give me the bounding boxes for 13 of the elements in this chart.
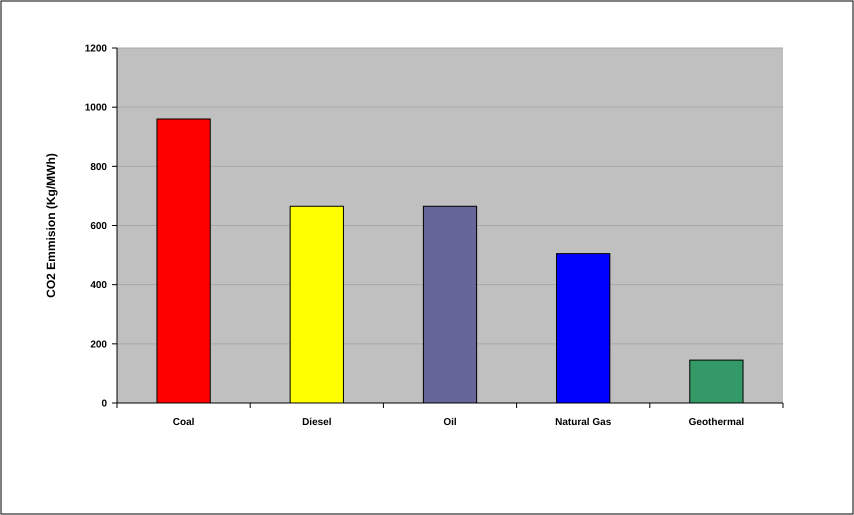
x-tick-label: Diesel: [302, 417, 332, 428]
y-tick-label: 600: [90, 221, 108, 232]
y-tick-label: 400: [90, 280, 108, 292]
x-tick-label: Geothermal: [688, 417, 744, 428]
x-tick-label: Oil: [443, 417, 457, 428]
y-tick-label: 1200: [84, 44, 108, 54]
y-tick-label: 1000: [84, 102, 108, 114]
x-tick-label: Natural Gas: [555, 417, 612, 428]
y-tick-label: 0: [101, 398, 108, 410]
x-tick-label: Coal: [172, 417, 195, 428]
y-tick-label: 200: [90, 339, 108, 350]
y-axis-title: CO2 Emmision (Kg/MWh): [44, 153, 58, 298]
y-tick-label: 800: [90, 162, 108, 173]
